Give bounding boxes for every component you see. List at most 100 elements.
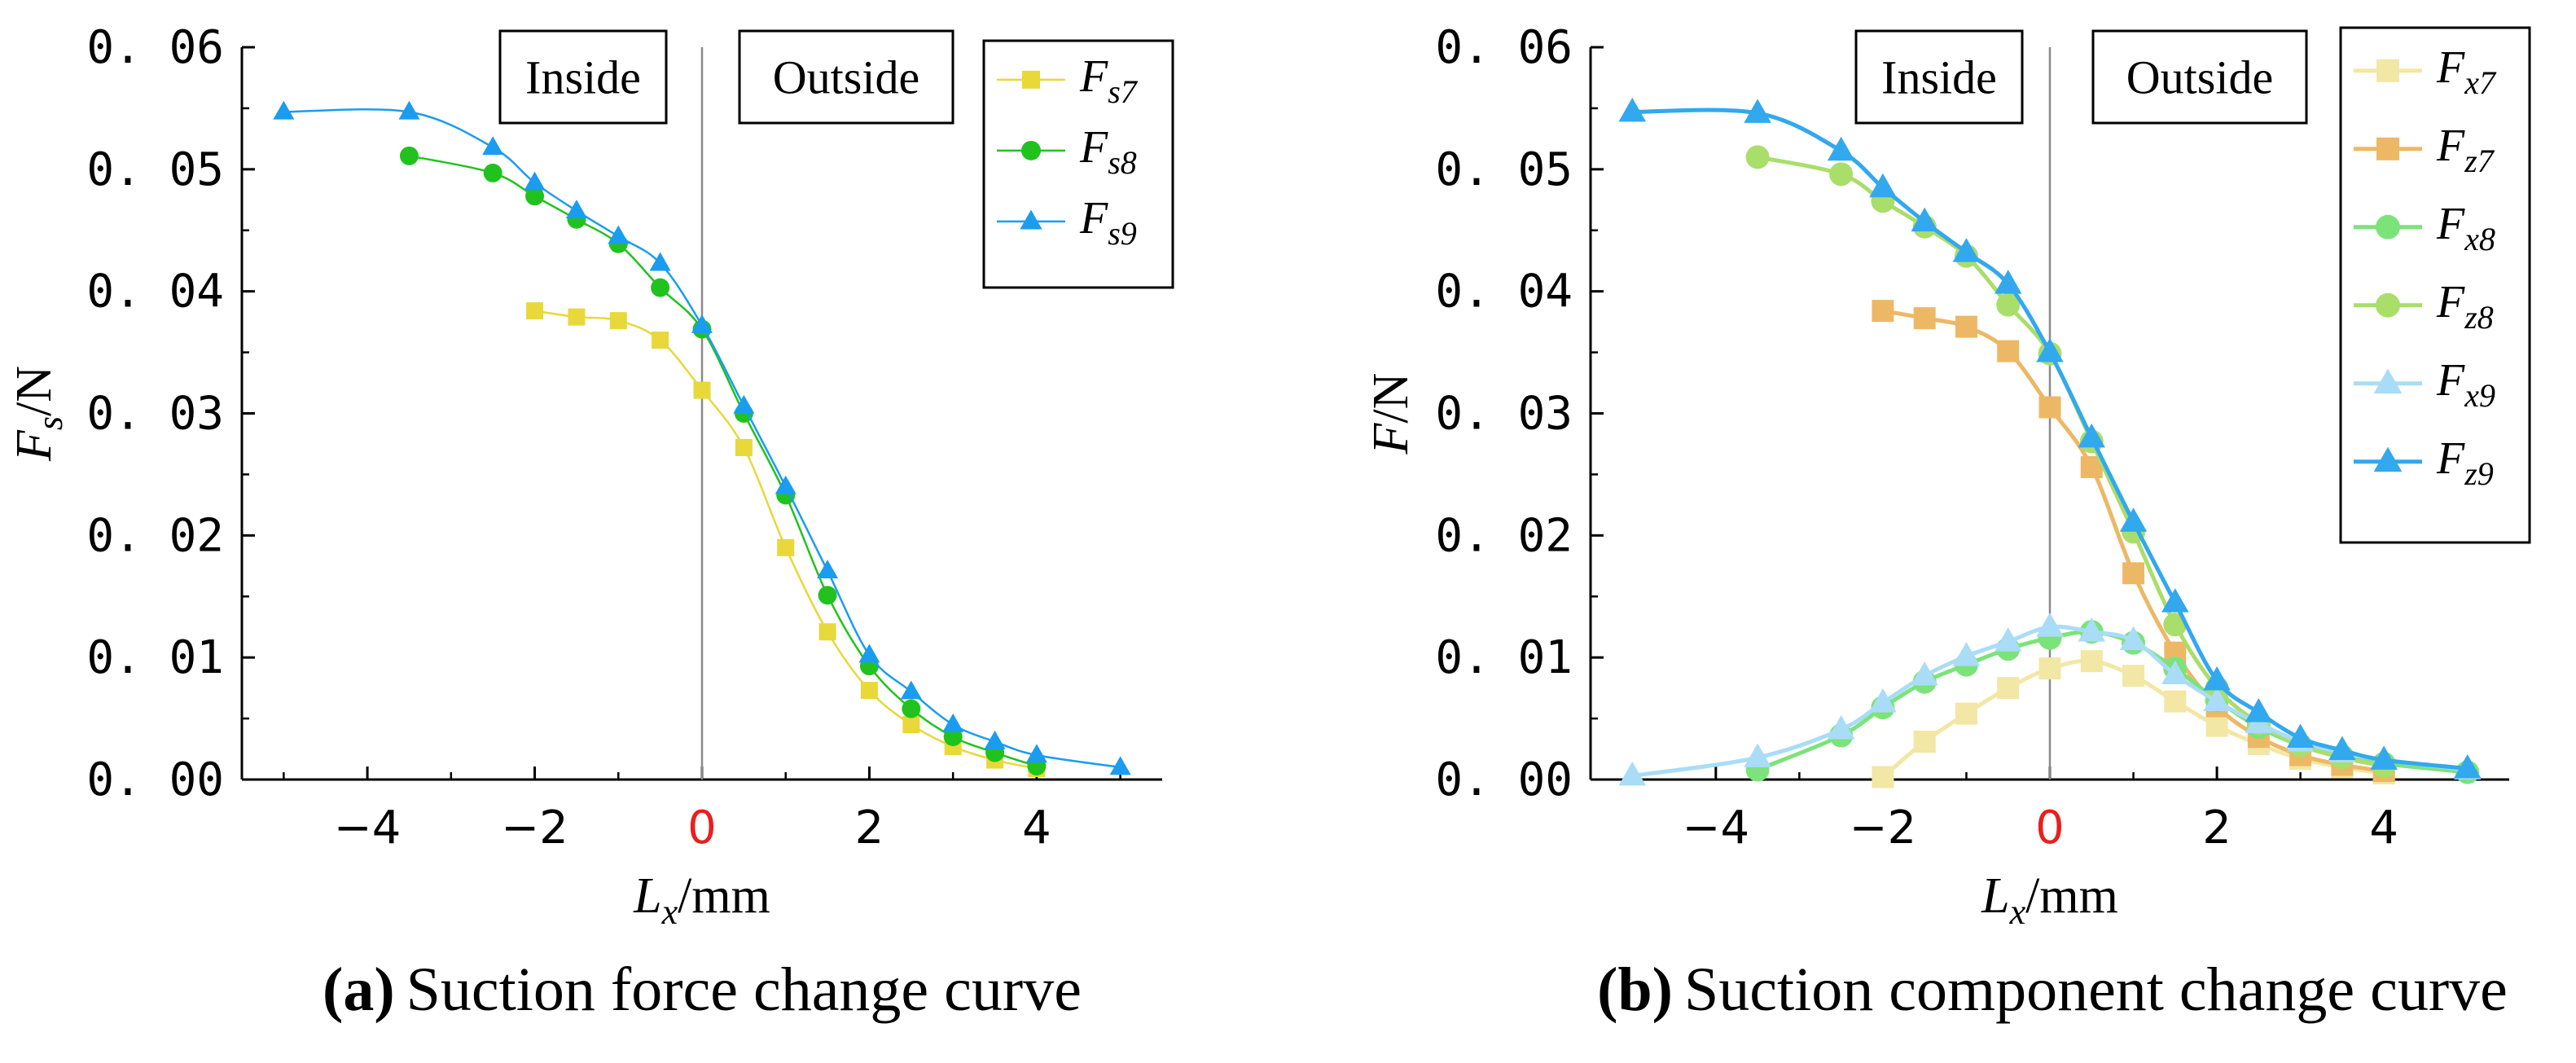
y-tick-label: 0. 05 [1435,143,1573,196]
data-point-marker [2038,657,2061,680]
legend-entry-sub: s7 [1108,73,1139,110]
series-Fz8 [1745,145,2396,779]
panel-caption-letter: (a) [323,955,395,1024]
data-point-marker [1997,677,2020,700]
data-point-marker [398,100,420,120]
data-point-marker [902,699,921,718]
data-point-marker [608,225,630,244]
x-tick-label: 2 [855,802,884,854]
legend-entry-sub: z9 [2464,455,2494,492]
y-tick-label: 0. 03 [86,388,224,441]
inside-label: Inside [525,51,641,104]
y-tick-label: 0. 02 [1435,509,1573,562]
legend-entry-sub: s9 [1108,215,1137,252]
x-axis-title-unit: /mm [678,868,770,924]
panel-caption-text: Suction force change curve [406,955,1082,1024]
outside-label-box [738,29,954,125]
outside-label: Outside [2126,51,2273,104]
data-point-marker [2036,338,2064,362]
data-point-marker [1109,756,1131,775]
data-point-marker [399,146,419,165]
legend-entry-sub: z8 [2464,299,2494,336]
x-tick-label: 4 [1022,802,1051,854]
x-axis-title-main: L [633,868,661,924]
data-point-marker [2122,665,2145,687]
data-point-marker [1994,270,2022,294]
data-point-marker [2078,423,2106,448]
data-point-marker [1869,688,1897,713]
data-point-marker [1955,315,1977,338]
data-point-marker [1997,340,2020,362]
x-tick-label: 0 [2035,802,2065,854]
legend-entry-sub: s8 [1108,144,1137,181]
data-point-marker [2161,660,2189,685]
y-axis-title-main: F [7,429,62,462]
legend-entry-main: F [2436,42,2465,93]
panel-caption: (b) Suction component change curve [1597,955,2508,1024]
data-point-marker [609,312,627,330]
data-point-marker [1872,300,1894,323]
data-point-marker [775,475,796,494]
data-point-marker [1952,238,1981,262]
data-point-marker [2286,723,2315,748]
y-tick-label: 0. 01 [86,631,224,684]
data-point-marker [482,136,504,156]
legend-entry-main: F [1079,51,1108,102]
data-point-marker [2328,736,2356,760]
y-axis-title-main: F [1363,422,1419,455]
y-axis-title: F/N [1363,373,1419,455]
legend-swatch-marker [1021,140,1041,160]
legend-box [2339,26,2531,544]
panel-caption-text: Suction component change curve [1684,955,2508,1024]
data-point-marker [2078,617,2106,642]
legend-entry-sub: z7 [2464,143,2495,179]
legend-entry-main: F [2436,355,2465,406]
data-point-marker [2245,698,2273,723]
data-point-marker [565,200,587,219]
data-point-marker [858,644,880,663]
data-point-marker [651,278,670,297]
y-axis-title: Fs/N [7,366,70,462]
legend-entry-sub: x8 [2464,221,2495,257]
data-point-marker [2119,507,2148,532]
series-Fs8 [399,146,1047,776]
y-axis-title-sub: s [30,416,70,430]
inside-label: Inside [1881,51,1997,104]
data-point-marker [2161,588,2189,613]
data-point-marker [652,332,669,349]
data-point-marker [1025,744,1047,763]
legend-entry-label: Fs7 [1079,51,1139,110]
data-point-marker [735,438,753,456]
legend-swatch-marker [1020,209,1042,230]
data-point-marker [2122,562,2145,585]
x-tick-label: 4 [2369,802,2398,854]
data-point-marker [2164,690,2187,713]
y-tick-label: 0. 01 [1435,631,1573,684]
data-point-marker [1827,714,1855,740]
legend-swatch-marker [2376,292,2400,318]
panel-caption-letter: (b) [1597,955,1673,1024]
data-point-marker [1827,136,1855,161]
y-tick-label: 0. 05 [86,143,224,196]
legend-entry-main: F [1079,122,1108,173]
legend-entry-label: Fx7 [2436,42,2497,101]
y-tick-label: 0. 06 [86,21,224,74]
data-point-marker [526,302,544,320]
legend-entry-label: Fx9 [2436,355,2495,414]
data-point-marker [1618,97,1647,122]
data-point-marker [2453,753,2482,779]
legend-entry-label: Fz7 [2436,121,2495,179]
data-point-marker [1955,702,1977,725]
y-tick-label: 0. 00 [86,753,224,806]
y-tick-label: 0. 06 [1435,21,1573,74]
data-point-marker [649,252,671,271]
x-tick-label: −4 [1683,802,1750,854]
legend-swatch-marker [2373,368,2403,394]
data-point-marker [1872,766,1894,788]
y-tick-label: 0. 02 [86,509,224,562]
y-axis-title-unit: /N [7,366,62,416]
data-point-marker [525,187,545,206]
data-point-marker [2205,714,2228,737]
x-axis-title-main: L [1981,868,2009,924]
